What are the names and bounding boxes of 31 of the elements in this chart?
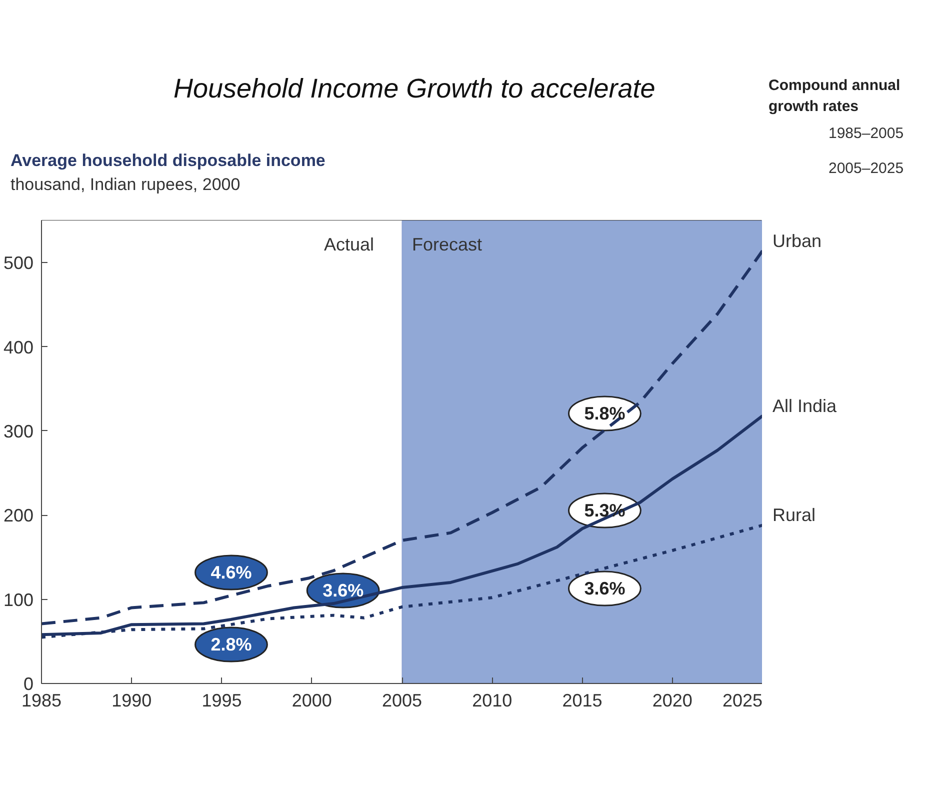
series-label: All India <box>772 396 838 416</box>
x-tick-label: 2000 <box>292 690 332 710</box>
annotation: 5.8% <box>584 404 626 424</box>
line-series <box>42 249 762 626</box>
text: 2005–2025 <box>828 160 904 177</box>
annotation: 4.6% <box>210 562 252 582</box>
y-tick-label: 500 <box>3 253 34 274</box>
annotation: 2.8% <box>210 634 252 654</box>
band-label: Forecast <box>412 234 482 254</box>
annotation: 5.3% <box>584 500 626 520</box>
y-tick-label: 400 <box>3 337 34 358</box>
y-tick-label: 200 <box>3 506 34 526</box>
annotation: 3.6% <box>584 578 626 598</box>
x-tick-label: 2025 <box>722 690 763 710</box>
x-tick-label: 2005 <box>382 690 422 710</box>
series-label: Urban <box>772 230 822 251</box>
y-tick-label: 300 <box>3 421 34 442</box>
text: 1985–2005 <box>828 125 904 142</box>
chart-title: Household Income Growth to accelerate <box>174 74 656 104</box>
band-label: Actual <box>324 234 374 254</box>
x-tick-label: 1990 <box>112 690 152 710</box>
x-tick-label: 1995 <box>202 690 242 710</box>
x-tick-label: 2020 <box>652 690 692 710</box>
chart-subtitle: Average household disposable income <box>10 151 326 170</box>
y-tick-label: 100 <box>3 590 34 610</box>
annotation: 3.6% <box>322 580 364 600</box>
y-axis-title: thousand, Indian rupees, 2000 <box>10 175 240 194</box>
x-tick-label: 2010 <box>472 690 512 710</box>
legend-title: Compound annual growth rates <box>768 77 900 115</box>
series-label: Rural <box>772 505 816 526</box>
x-tick-label: 2015 <box>562 690 602 710</box>
